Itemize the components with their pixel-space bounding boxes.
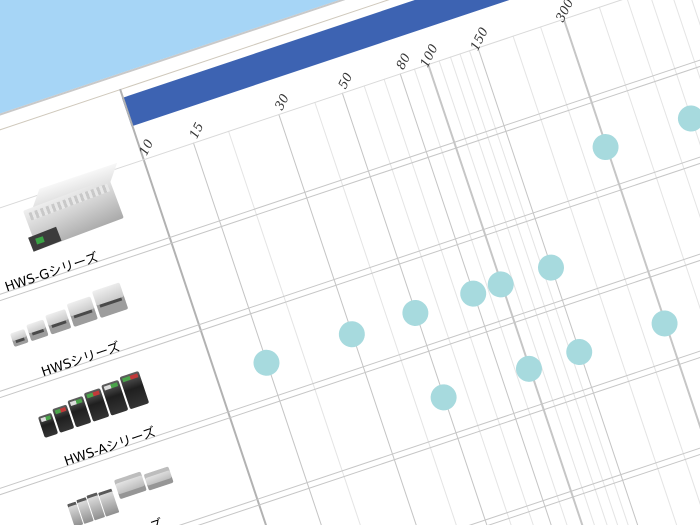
x-axis-label-30: 30	[271, 91, 292, 113]
dot-hws-a-15w[interactable]	[249, 346, 283, 380]
x-axis-label-50: 50	[334, 70, 356, 92]
dot-hws-600w[interactable]	[674, 101, 700, 135]
dot-series-4-300w[interactable]	[648, 306, 682, 340]
gridline-250	[540, 26, 700, 525]
gridline-15	[192, 142, 452, 525]
dot-hws-300w[interactable]	[589, 130, 623, 164]
dot-hws-a-50w[interactable]	[398, 296, 432, 330]
x-axis-label-80: 80	[392, 50, 414, 72]
gridline-300	[562, 18, 700, 525]
gridline-200	[512, 35, 700, 525]
dot-hws-a-150w[interactable]	[534, 251, 568, 285]
x-axis-label-15: 15	[185, 120, 207, 141]
dot-series-4-50w[interactable]	[426, 381, 460, 414]
x-axis-label-10: 10	[135, 136, 157, 158]
dot-hws-a-30w[interactable]	[335, 317, 369, 351]
dot-series-4-150w[interactable]	[562, 335, 596, 369]
